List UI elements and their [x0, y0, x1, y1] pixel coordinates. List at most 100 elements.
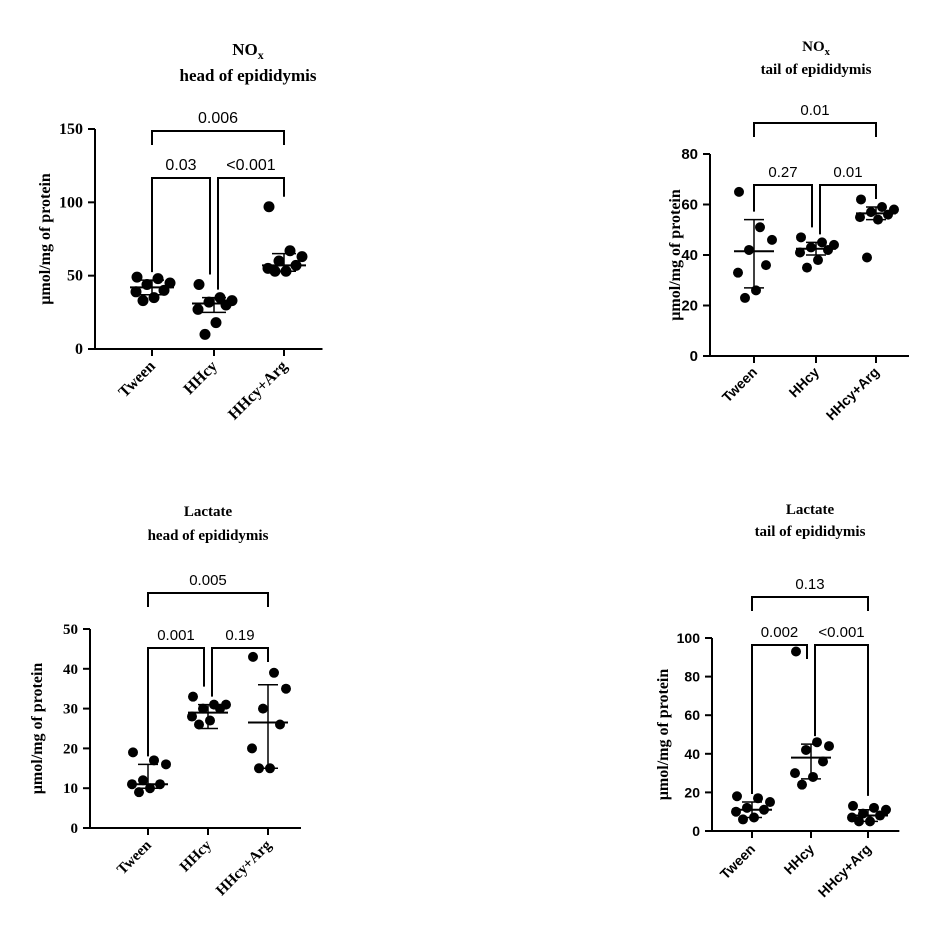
- significance-bracket: [151, 177, 211, 275]
- p-value-label: 0.006: [198, 110, 238, 127]
- significance-bracket: [819, 184, 877, 235]
- data-point: [194, 719, 204, 730]
- panel-title: NOx: [802, 39, 831, 58]
- data-point: [254, 763, 264, 774]
- data-point: [866, 207, 876, 218]
- data-point: [284, 245, 296, 257]
- data-point: [877, 202, 887, 213]
- data-point: [802, 262, 812, 273]
- data-point: [855, 212, 865, 223]
- data-point: [854, 816, 864, 827]
- data-point: [192, 303, 204, 315]
- title-subscript: x: [825, 47, 831, 58]
- y-axis-label: µmol/mg of protein: [37, 173, 54, 305]
- data-point: [134, 787, 144, 798]
- data-point: [744, 244, 754, 255]
- data-point: [164, 277, 176, 289]
- data-point: [131, 271, 143, 283]
- data-point: [797, 779, 807, 790]
- data-point: [149, 755, 159, 766]
- data-point: [263, 201, 275, 213]
- data-point: [791, 646, 801, 657]
- y-tick-label: 0: [692, 823, 700, 839]
- data-point: [145, 783, 155, 794]
- data-point: [751, 285, 761, 296]
- data-point: [824, 741, 834, 752]
- p-value-label: 0.001: [157, 627, 195, 644]
- y-tick-label: 20: [681, 298, 698, 315]
- data-point: [823, 244, 833, 255]
- data-point: [817, 237, 827, 248]
- p-value-label: 0.01: [833, 164, 862, 181]
- data-point: [199, 328, 211, 340]
- y-axis-label: µmol/mg of protein: [29, 663, 46, 795]
- data-point: [280, 265, 292, 277]
- data-point: [795, 247, 805, 258]
- y-tick-label: 40: [684, 746, 700, 762]
- data-point: [215, 703, 225, 714]
- data-point: [813, 255, 823, 266]
- data-point: [152, 273, 164, 285]
- data-point: [247, 743, 257, 754]
- title-main: Lactate: [184, 504, 233, 520]
- y-tick-label: 20: [63, 741, 78, 757]
- data-point: [796, 232, 806, 243]
- data-point: [742, 802, 752, 813]
- x-category-label: Tween: [114, 837, 155, 878]
- data-point: [759, 804, 769, 815]
- data-point: [808, 771, 818, 782]
- y-axis-label: µmol/mg of protein: [655, 669, 672, 801]
- data-point: [158, 284, 170, 296]
- chart-panel-3: Lactate head of epididymis 0 10 20 30 40 50 Twee…: [29, 504, 301, 899]
- data-point: [138, 775, 148, 786]
- chart-panel-2: NOx tail of epididymis 0 20 40 60 80 Tween HHcy H…: [667, 39, 909, 423]
- data-point: [848, 800, 858, 811]
- data-point: [856, 194, 866, 205]
- title-main: Lactate: [786, 502, 835, 518]
- significance-bracket: [211, 647, 269, 697]
- p-value-label: 0.002: [761, 624, 799, 641]
- data-point: [290, 259, 302, 271]
- significance-bracket: [147, 592, 269, 607]
- data-point: [187, 711, 197, 722]
- y-axis-label: µmol/mg of protein: [667, 189, 684, 321]
- panel-subtitle: head of epididymis: [148, 528, 269, 544]
- x-category-label: Tween: [717, 841, 758, 882]
- data-point: [203, 296, 215, 308]
- y-tick-label: 0: [690, 348, 698, 365]
- panel-title: Lactate: [786, 502, 835, 518]
- significance-bracket: [814, 644, 869, 796]
- data-point: [214, 292, 226, 304]
- data-point: [731, 806, 741, 817]
- y-tick-label: 40: [63, 662, 78, 678]
- data-point: [258, 703, 268, 714]
- data-point: [812, 737, 822, 748]
- y-tick-label: 150: [59, 121, 83, 138]
- x-category-label: HHcy: [181, 358, 221, 398]
- data-point: [269, 667, 279, 678]
- data-point: [732, 791, 742, 802]
- y-tick-label: 10: [63, 781, 78, 797]
- data-point: [733, 267, 743, 278]
- y-tick-label: 0: [75, 341, 83, 358]
- data-point: [858, 808, 868, 819]
- data-point: [790, 768, 800, 779]
- data-point: [275, 719, 285, 730]
- data-point: [155, 779, 165, 790]
- y-tick-label: 80: [684, 669, 700, 685]
- title-main: NO: [802, 39, 825, 55]
- data-point: [753, 793, 763, 804]
- data-point: [161, 759, 171, 770]
- data-point: [761, 260, 771, 271]
- panel-title: NOx: [232, 40, 264, 62]
- data-point: [220, 299, 232, 311]
- data-point: [148, 292, 160, 304]
- p-value-label: 0.19: [225, 627, 254, 644]
- y-tick-label: 80: [681, 146, 698, 163]
- data-point: [137, 295, 149, 307]
- data-point: [210, 317, 222, 329]
- y-tick-label: 50: [63, 622, 78, 638]
- data-point: [869, 802, 879, 813]
- p-value-label: 0.27: [768, 164, 797, 181]
